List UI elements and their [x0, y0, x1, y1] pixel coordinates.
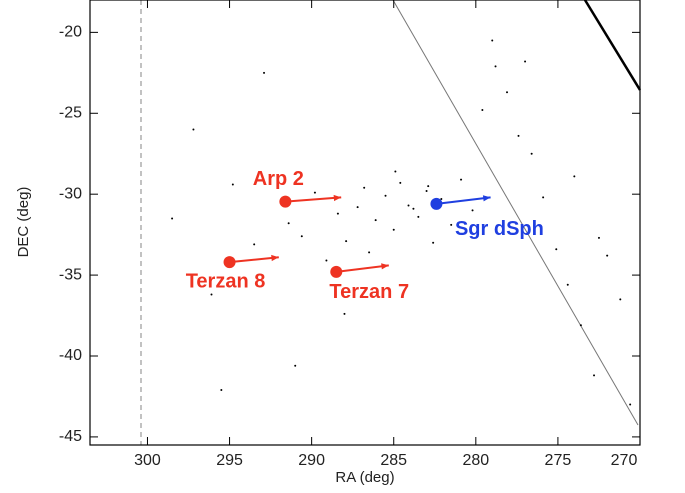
y-tick-label: -45 — [59, 428, 82, 445]
star — [253, 243, 256, 246]
star — [542, 196, 545, 199]
star — [394, 170, 397, 173]
star — [629, 403, 632, 406]
star — [313, 191, 316, 194]
star — [417, 215, 420, 218]
star — [579, 324, 582, 327]
cluster-label: Terzan 8 — [186, 270, 266, 292]
y-tick-label: -30 — [59, 185, 82, 202]
star — [427, 185, 430, 188]
star — [384, 194, 387, 197]
star — [593, 374, 596, 377]
thick-line — [583, 0, 642, 91]
y-tick-label: -20 — [59, 24, 82, 41]
diagonal-line — [392, 0, 639, 426]
x-tick-label: 285 — [380, 452, 407, 469]
arrow-head — [482, 195, 491, 202]
y-axis-label: DEC (deg) — [15, 187, 32, 258]
star — [325, 259, 328, 262]
star — [460, 178, 463, 181]
star — [407, 204, 410, 207]
star — [345, 240, 348, 243]
star — [491, 39, 494, 42]
star — [597, 236, 600, 239]
star — [171, 217, 174, 220]
star — [192, 128, 195, 131]
star — [425, 189, 428, 192]
star — [517, 134, 520, 137]
star — [606, 254, 609, 257]
x-tick-label: 280 — [462, 452, 489, 469]
x-tick-label: 275 — [545, 452, 572, 469]
star — [263, 71, 266, 74]
star — [555, 248, 558, 251]
star — [440, 198, 443, 201]
star — [524, 60, 527, 63]
cluster-label: Sgr dSph — [455, 218, 544, 240]
cluster-label: Arp 2 — [253, 168, 304, 190]
motion-arrow — [285, 196, 342, 203]
y-tick-label: -25 — [59, 104, 82, 121]
star — [294, 364, 297, 367]
star — [336, 212, 339, 215]
star — [300, 235, 303, 238]
star — [231, 183, 234, 186]
motion-arrow — [229, 256, 279, 264]
star — [619, 298, 622, 301]
x-tick-label: 300 — [134, 452, 161, 469]
star — [374, 219, 377, 222]
star — [506, 91, 509, 94]
cluster-point — [223, 256, 236, 269]
star — [471, 209, 474, 212]
x-tick-label: 270 — [611, 452, 638, 469]
star — [368, 251, 371, 254]
star — [363, 186, 366, 189]
arrow-head — [381, 263, 389, 270]
star — [287, 222, 290, 225]
arrow-head — [333, 194, 342, 202]
motion-arrow — [436, 196, 491, 205]
star — [566, 283, 569, 286]
star — [530, 152, 533, 155]
frame — [89, 0, 641, 446]
star — [573, 175, 576, 178]
star — [220, 388, 223, 391]
star — [412, 207, 415, 210]
arrow-head — [271, 254, 279, 262]
star — [494, 65, 497, 68]
cluster-point — [430, 197, 443, 210]
star — [392, 228, 395, 231]
y-tick-label: -40 — [59, 347, 82, 364]
x-axis-label: RA (deg) — [335, 469, 394, 486]
x-tick-label: 290 — [298, 452, 325, 469]
x-tick-label: 295 — [216, 452, 243, 469]
y-tick-label: -35 — [59, 266, 82, 283]
star — [481, 109, 484, 112]
star — [450, 223, 453, 226]
star — [343, 312, 346, 315]
cluster-label: Terzan 7 — [329, 281, 409, 303]
star — [432, 241, 435, 244]
motion-arrow — [336, 264, 389, 273]
cluster-point — [279, 195, 292, 208]
star — [356, 206, 359, 209]
cluster-point — [330, 265, 343, 278]
star — [210, 293, 213, 296]
star — [399, 181, 402, 184]
